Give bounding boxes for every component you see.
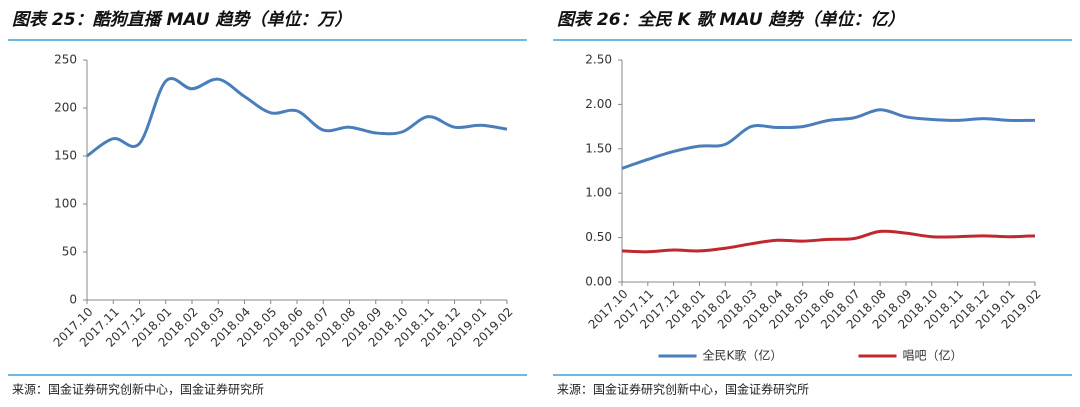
y-tick-label: 0 [69,293,77,307]
y-tick-label: 100 [54,197,77,211]
y-tick-label: 50 [62,245,77,259]
y-tick-label: 2.50 [585,53,612,67]
source: 来源：国金证券研究创新中心，国金证券研究所 [12,382,264,397]
y-tick-label: 1.50 [585,141,612,155]
chart-title: 图表 26：全民 K 歌 MAU 趋势（单位：亿） [557,10,905,30]
y-tick-label: 250 [54,53,77,67]
legend-label: 唱吧（亿） [903,348,963,363]
y-tick-label: 2.00 [585,97,612,111]
line [86,77,508,158]
y-tick-label: 150 [54,149,77,163]
legend-label: 全民K歌（亿） [703,348,783,363]
y-tick-label: 200 [54,101,77,115]
line [621,229,1036,254]
chart-title: 图表 25：酷狗直播 MAU 趋势（单位：万） [12,10,352,30]
y-tick-label: 1.00 [585,186,612,200]
source: 来源：国金证券研究创新中心，国金证券研究所 [557,382,809,397]
y-tick-label: 0.50 [585,230,612,244]
line [621,108,1036,170]
y-tick-label: 0.00 [585,275,612,289]
